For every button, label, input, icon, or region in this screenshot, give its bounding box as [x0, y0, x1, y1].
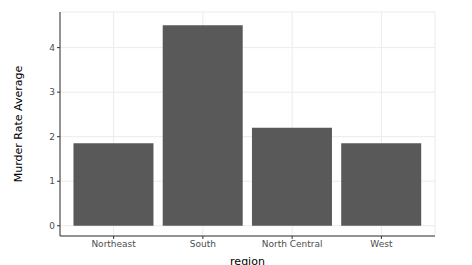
svg-text:West: West: [370, 239, 393, 249]
svg-text:North Central: North Central: [262, 239, 323, 249]
svg-text:Murder Rate Average: Murder Rate Average: [12, 66, 25, 183]
svg-text:3: 3: [49, 87, 55, 97]
svg-text:2: 2: [49, 132, 55, 142]
svg-text:0: 0: [49, 221, 55, 231]
svg-text:Northeast: Northeast: [91, 239, 136, 249]
svg-text:1: 1: [49, 176, 55, 186]
svg-text:4: 4: [49, 43, 55, 53]
svg-text:South: South: [190, 239, 216, 249]
svg-text:region: region: [230, 255, 265, 265]
